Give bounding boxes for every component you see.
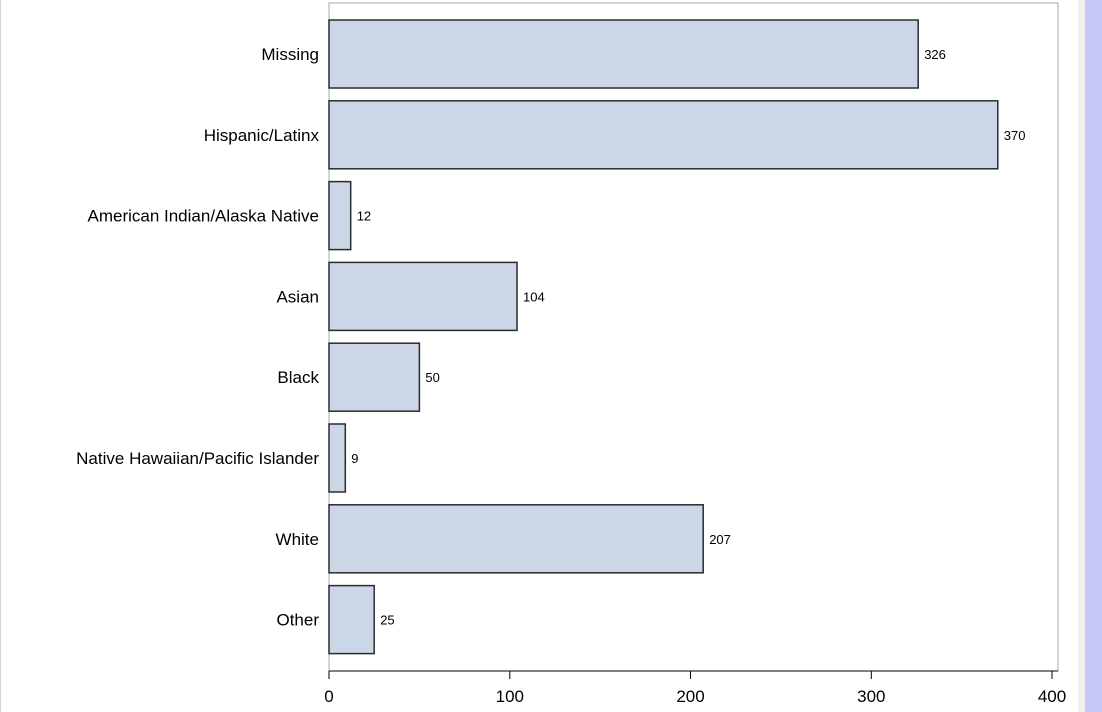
x-tick-label-200: 200 bbox=[676, 687, 704, 706]
bar-other bbox=[328, 584, 375, 655]
left-border bbox=[0, 0, 1, 712]
data-label-native-hawaiian-pacific-islander: 9 bbox=[351, 451, 358, 466]
data-label-other: 25 bbox=[380, 613, 394, 628]
bar-white bbox=[328, 504, 704, 574]
category-label-native-hawaiian-pacific-islander: Native Hawaiian/Pacific Islander bbox=[76, 449, 319, 468]
category-label-missing: Missing bbox=[261, 45, 319, 64]
bar-asian bbox=[328, 261, 518, 332]
bar-chart: Missing Hispanic/Latinx American Indian/Al… bbox=[76, 2, 1066, 706]
category-label-white: White bbox=[276, 530, 319, 549]
x-tick-label-300: 300 bbox=[857, 687, 885, 706]
x-tick-label-100: 100 bbox=[496, 687, 524, 706]
data-label-hispanic-latinx: 370 bbox=[1004, 128, 1026, 143]
data-label-black: 50 bbox=[425, 370, 439, 385]
bar-missing bbox=[328, 19, 919, 89]
bar-hispanic-latinx bbox=[328, 100, 999, 170]
x-tick-label-0: 0 bbox=[324, 687, 333, 706]
vertical-scrollbar[interactable] bbox=[1085, 0, 1102, 712]
category-labels: Missing Hispanic/Latinx American Indian/Al… bbox=[76, 45, 319, 630]
data-label-missing: 326 bbox=[924, 47, 946, 62]
category-label-asian: Asian bbox=[276, 287, 319, 306]
category-label-other: Other bbox=[276, 611, 319, 630]
category-label-american-indian-alaska-native: American Indian/Alaska Native bbox=[87, 207, 319, 226]
bar-black bbox=[328, 342, 421, 412]
bar-native-hawaiian-pacific-islander bbox=[328, 423, 347, 493]
bars-layer bbox=[328, 19, 999, 655]
x-axis: 0 100 200 300 400 bbox=[324, 670, 1066, 706]
bar-american-indian-alaska-native bbox=[328, 180, 352, 251]
x-tick-label-400: 400 bbox=[1038, 687, 1066, 706]
category-label-hispanic-latinx: Hispanic/Latinx bbox=[204, 126, 320, 145]
data-labels: 326 370 12 104 50 9 207 25 bbox=[351, 47, 1025, 628]
data-label-american-indian-alaska-native: 12 bbox=[357, 209, 371, 224]
data-label-white: 207 bbox=[709, 532, 731, 547]
category-label-black: Black bbox=[277, 368, 319, 387]
data-label-asian: 104 bbox=[523, 289, 545, 304]
